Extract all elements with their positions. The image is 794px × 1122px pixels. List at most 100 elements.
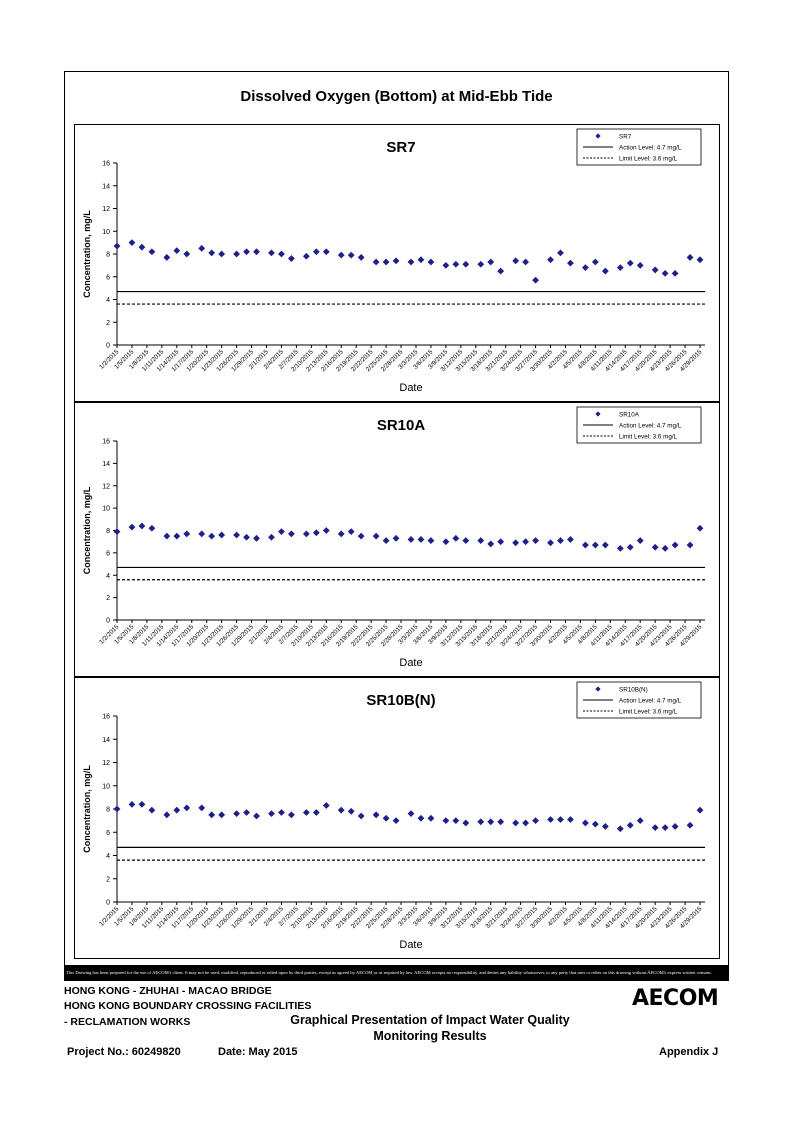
data-point — [113, 528, 121, 536]
data-point — [183, 530, 191, 538]
data-point — [582, 541, 589, 549]
y-tick-label: 14 — [102, 737, 110, 744]
y-tick-label: 2 — [106, 595, 110, 602]
data-point — [591, 258, 599, 266]
y-tick-label: 10 — [102, 783, 110, 790]
data-point — [532, 537, 539, 544]
data-point — [626, 259, 634, 267]
data-point — [567, 259, 574, 267]
data-point — [477, 260, 485, 268]
legend-label: SR7 — [619, 133, 632, 140]
data-point — [198, 530, 206, 538]
data-point — [302, 530, 310, 538]
y-tick-label: 6 — [106, 550, 110, 557]
data-point — [462, 260, 470, 268]
data-point — [243, 533, 250, 541]
data-point — [487, 818, 495, 826]
data-point — [138, 800, 146, 808]
data-point — [288, 530, 295, 538]
data-point — [427, 814, 435, 822]
y-tick-label: 16 — [102, 161, 110, 168]
y-tick-label: 8 — [106, 807, 110, 814]
data-point — [601, 541, 609, 549]
data-point — [163, 811, 171, 819]
data-point — [113, 242, 121, 250]
caption-line-1: Graphical Presentation of Impact Water Q… — [290, 1013, 570, 1027]
data-point — [497, 267, 505, 275]
data-point — [557, 249, 564, 257]
data-point — [392, 257, 400, 265]
data-point — [322, 802, 330, 809]
data-point — [233, 250, 240, 258]
data-point — [218, 250, 226, 258]
data-point — [173, 247, 181, 254]
data-point — [626, 821, 634, 829]
data-point — [163, 532, 171, 540]
data-point — [372, 532, 380, 540]
data-point — [128, 239, 136, 247]
chart-title: SR10B(N) — [366, 692, 435, 709]
x-axis-label: Date — [399, 382, 422, 394]
data-point — [427, 258, 435, 266]
data-point — [302, 809, 310, 816]
data-point — [616, 545, 624, 552]
data-point — [278, 250, 285, 258]
data-point — [253, 812, 260, 820]
data-point — [651, 543, 659, 551]
page-title: Dissolved Oxygen (Bottom) at Mid-Ebb Tid… — [240, 88, 553, 105]
data-point — [661, 824, 669, 831]
data-point — [357, 254, 365, 261]
data-point — [382, 814, 390, 822]
data-point — [626, 543, 634, 551]
data-point — [547, 539, 554, 547]
y-tick-label: 10 — [102, 506, 110, 513]
legend-label: Action Level: 4.7 mg/L — [619, 697, 682, 704]
disclaimer-bar: This Drawing has been prepared for the u… — [64, 965, 729, 981]
data-point — [601, 823, 609, 830]
y-tick-label: 12 — [102, 760, 110, 767]
data-point — [442, 538, 450, 546]
data-point — [288, 255, 295, 262]
data-point — [512, 257, 520, 265]
data-point — [322, 248, 330, 256]
data-point — [686, 821, 694, 829]
data-point — [477, 537, 485, 544]
y-tick-label: 12 — [102, 206, 110, 213]
data-point — [347, 251, 355, 259]
data-point — [382, 537, 390, 544]
data-point — [591, 541, 599, 549]
legend-label: Limit Level: 3.6 mg/L — [619, 433, 678, 440]
y-axis-label: Concentration, mg/L — [82, 210, 92, 298]
data-point — [477, 818, 485, 826]
data-point — [522, 258, 530, 266]
data-point — [547, 256, 554, 264]
legend-label: Action Level: 4.7 mg/L — [619, 422, 682, 429]
data-point — [671, 541, 679, 549]
data-point — [487, 540, 495, 548]
y-tick-label: 2 — [106, 320, 110, 327]
legend-marker — [595, 133, 601, 139]
data-point — [208, 249, 216, 257]
data-point — [113, 805, 121, 813]
y-tick-label: 6 — [106, 274, 110, 281]
chart-panel-sr7: SR7 0 2 4 6 8 10 12 14 16 Concentration, mg/L 1/2/2… — [74, 124, 720, 402]
data-point — [233, 531, 240, 539]
chart-panel-sr10a: SR10A 0 2 4 6 8 10 12 14 16 Concentration, mg/L 1/2… — [74, 402, 720, 677]
data-point — [208, 532, 216, 540]
data-point — [372, 811, 380, 819]
y-tick-label: 4 — [106, 297, 110, 304]
data-point — [582, 819, 589, 827]
legend-label: Action Level: 4.7 mg/L — [619, 144, 682, 151]
data-point — [696, 256, 704, 264]
data-point — [233, 810, 240, 818]
legend-label: SR10B(N) — [619, 686, 648, 693]
y-axis-label: Concentration, mg/L — [82, 486, 92, 574]
project-line-3: - RECLAMATION WORKS — [64, 1016, 191, 1028]
data-point — [636, 817, 644, 825]
data-point — [601, 267, 609, 275]
y-tick-label: 16 — [102, 439, 110, 446]
data-point — [337, 251, 345, 259]
data-point — [522, 819, 530, 827]
data-point — [696, 524, 704, 532]
y-tick-label: 10 — [102, 229, 110, 236]
